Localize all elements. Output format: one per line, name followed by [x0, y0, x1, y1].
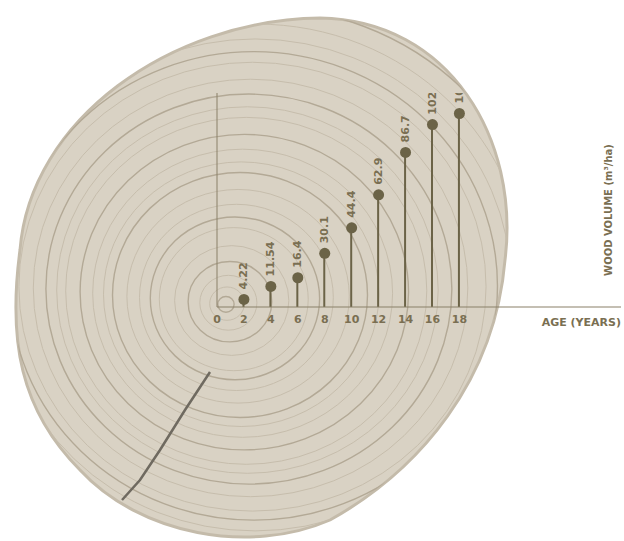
svg-text:30.1: 30.1 — [318, 216, 331, 243]
svg-text:10: 10 — [344, 313, 360, 326]
svg-text:102.27: 102.27 — [426, 93, 439, 115]
svg-text:16: 16 — [425, 313, 441, 326]
svg-text:WOOD VOLUME (m³/ha): WOOD VOLUME (m³/ha) — [603, 144, 614, 276]
svg-text:6: 6 — [294, 313, 302, 326]
svg-text:14: 14 — [398, 313, 414, 326]
svg-text:0: 0 — [213, 313, 221, 326]
svg-text:18: 18 — [452, 313, 467, 326]
svg-text:16.4: 16.4 — [291, 240, 304, 267]
svg-text:4: 4 — [267, 313, 275, 326]
svg-text:86.7: 86.7 — [399, 115, 412, 142]
svg-text:12: 12 — [371, 313, 386, 326]
svg-text:44.4: 44.4 — [345, 190, 358, 217]
svg-text:108.5: 108.5 — [453, 93, 466, 104]
svg-text:2: 2 — [240, 313, 248, 326]
svg-text:AGE (YEARS): AGE (YEARS) — [542, 316, 621, 329]
svg-text:8: 8 — [321, 313, 329, 326]
svg-text:11.54: 11.54 — [264, 241, 277, 276]
svg-text:62.9: 62.9 — [372, 158, 385, 185]
svg-text:4.22: 4.22 — [237, 262, 250, 289]
